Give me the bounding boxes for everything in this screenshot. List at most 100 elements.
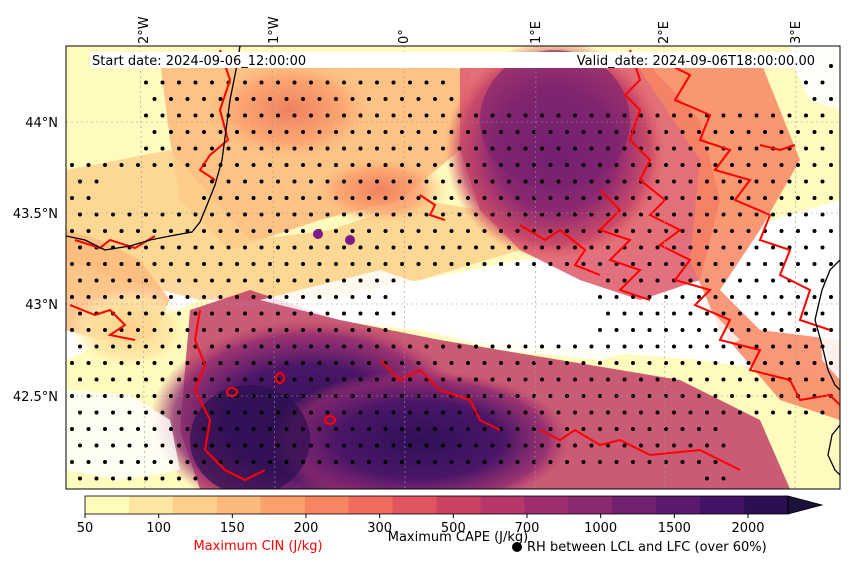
- rh-dot: [829, 196, 833, 200]
- rh-dot: [565, 427, 569, 431]
- location-marker-2: [345, 235, 355, 245]
- rh-dot: [177, 476, 181, 481]
- rh-dot: [325, 212, 330, 217]
- cin-contour-east-2: [659, 59, 831, 331]
- rh-dot: [94, 377, 99, 382]
- gridline-lon-1e: [534, 46, 537, 489]
- rh-dot: [78, 245, 82, 250]
- rh-dot: [548, 229, 553, 233]
- rh-dot: [730, 328, 734, 332]
- rh-dot: [408, 245, 412, 250]
- rh-dot: [235, 361, 239, 365]
- rh-dot: [449, 460, 454, 464]
- rh-dot: [292, 245, 297, 250]
- rh-dot: [268, 262, 272, 266]
- rh-dot: [375, 113, 379, 118]
- rh-dot: [317, 295, 322, 299]
- rh-dot: [598, 295, 602, 299]
- rh-dot: [449, 262, 454, 266]
- rh-dot: [771, 344, 775, 349]
- rh-dot: [119, 163, 124, 167]
- rh-dot: [383, 97, 388, 101]
- rh-dot: [697, 130, 701, 134]
- rh-dot: [169, 130, 173, 134]
- rh-dot: [556, 344, 561, 349]
- rh-dot: [565, 163, 569, 167]
- rh-dot: [424, 113, 429, 118]
- rh-dot: [325, 377, 330, 382]
- rh-dot: [556, 410, 561, 415]
- gridline-lon-3e: [794, 46, 797, 489]
- rh-dot: [647, 295, 652, 299]
- rh-dot: [730, 196, 734, 200]
- rh-dot: [713, 328, 718, 332]
- rh-dot: [548, 427, 553, 431]
- rh-dot: [177, 113, 181, 118]
- rh-dot: [383, 295, 388, 299]
- rh-dot: [713, 361, 718, 365]
- rh-dot: [614, 196, 619, 200]
- rh-dot: [754, 410, 759, 415]
- rh-dot: [754, 377, 759, 382]
- rh-dot: [697, 196, 701, 200]
- rh-dot: [787, 113, 792, 118]
- rh-dot: [375, 179, 379, 184]
- rh-dot: [78, 443, 82, 448]
- rh-dot: [284, 229, 289, 233]
- colorbar-tick-label: 150: [220, 521, 245, 536]
- rh-dot: [169, 262, 173, 266]
- rh-dot: [325, 80, 330, 85]
- rh-dot: [391, 113, 396, 118]
- rh-dot: [705, 476, 709, 481]
- rh-dot: [301, 328, 305, 332]
- rh-dot: [218, 295, 223, 299]
- rh-dot: [367, 328, 371, 332]
- rh-dot: [416, 460, 421, 464]
- rh-dot: [309, 212, 313, 217]
- rh-dot: [474, 179, 478, 184]
- rh-dot: [433, 229, 437, 233]
- rh-dot: [457, 146, 462, 151]
- rh-dot: [738, 245, 742, 250]
- rh-dot: [309, 311, 313, 316]
- rh-dot: [325, 410, 330, 415]
- rh-dot: [523, 410, 528, 415]
- rh-dot: [342, 344, 346, 349]
- rh-dot: [301, 163, 305, 167]
- rh-dot: [540, 146, 544, 151]
- colorbar-segment: [348, 496, 393, 514]
- rh-dot: [688, 245, 693, 250]
- rh-dot: [276, 212, 280, 217]
- rh-dot: [763, 328, 767, 332]
- rh-dot: [169, 427, 173, 431]
- rh-dot: [639, 245, 643, 250]
- rh-dot: [375, 410, 379, 415]
- colorbar-segment: [524, 496, 569, 514]
- rh-dot: [210, 245, 214, 250]
- rh-dot: [210, 311, 214, 316]
- rh-dot: [251, 130, 256, 134]
- rh-dot: [383, 460, 388, 464]
- rh-dot: [119, 460, 124, 464]
- gridlines: [66, 46, 840, 489]
- rh-dot: [457, 113, 462, 118]
- cin-contour-northwest: [198, 49, 232, 181]
- rh-dot: [259, 311, 264, 316]
- rh-dot: [235, 163, 239, 167]
- rh-dot: [218, 394, 223, 398]
- rh-dot: [499, 130, 503, 134]
- rh-dot: [771, 377, 775, 382]
- rh-dot: [160, 476, 165, 481]
- rh-dot: [202, 460, 206, 464]
- colorbar-segment: [216, 496, 262, 514]
- rh-dot: [441, 377, 445, 382]
- rh-dot: [474, 344, 478, 349]
- rh-dot: [268, 328, 272, 332]
- rh-dot: [441, 245, 445, 250]
- rh-dot: [144, 245, 148, 250]
- rh-dot: [540, 212, 544, 217]
- rh-dot: [152, 229, 157, 233]
- gridline-lon-2e: [663, 46, 666, 489]
- rh-dot: [251, 361, 256, 365]
- rh-dot: [383, 394, 388, 398]
